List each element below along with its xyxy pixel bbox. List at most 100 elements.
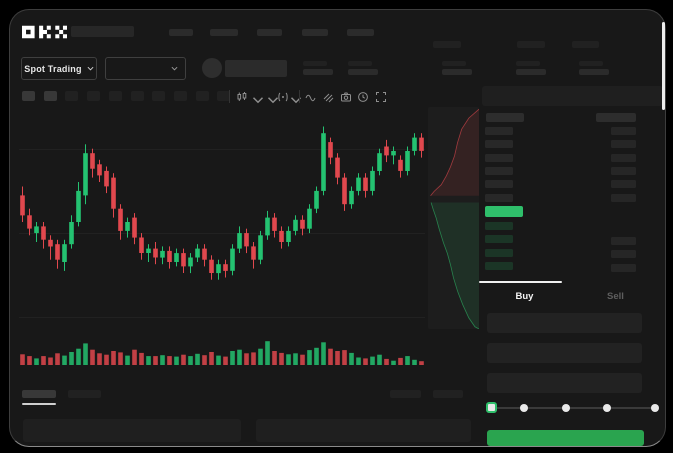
- chevron-down-icon[interactable]: [267, 94, 279, 106]
- bid-amount-row[interactable]: [611, 250, 636, 259]
- orderbook-amount-header: [596, 113, 636, 122]
- chevron-down-icon[interactable]: [252, 94, 264, 106]
- slider-handle[interactable]: [486, 402, 497, 413]
- indicator-wave-icon[interactable]: [305, 91, 317, 103]
- active-tab-underline: [479, 281, 562, 283]
- bid-amount-row[interactable]: [611, 237, 636, 245]
- candlestick-chart[interactable]: [19, 111, 425, 333]
- ask-amount-row[interactable]: [611, 193, 636, 202]
- total-input[interactable]: [487, 373, 642, 393]
- search-input[interactable]: [71, 26, 134, 37]
- compare-layers-icon[interactable]: [322, 91, 334, 103]
- tab-buy[interactable]: Buy: [515, 290, 534, 302]
- tab-sell[interactable]: Sell: [607, 290, 624, 302]
- pair-name-placeholder: [225, 60, 287, 77]
- orderbook-toolbar-strip: [482, 86, 663, 106]
- ask-amount-row[interactable]: [611, 127, 636, 135]
- stat-value: [516, 69, 546, 75]
- volume-bars: [20, 341, 424, 365]
- clock-icon[interactable]: [357, 91, 369, 103]
- ask-price-row[interactable]: [485, 193, 513, 202]
- bid-price-row[interactable]: [485, 248, 513, 257]
- divider: [299, 90, 300, 103]
- nav-item[interactable]: [169, 29, 193, 36]
- stat-label: [442, 61, 466, 66]
- bottom-panel-left[interactable]: [23, 419, 241, 442]
- amount-input[interactable]: [487, 343, 642, 363]
- ask-price-row[interactable]: [485, 153, 513, 162]
- divider: [229, 90, 230, 103]
- bottom-tab[interactable]: [68, 390, 101, 398]
- slider-stop[interactable]: [562, 404, 570, 412]
- nav-item-right[interactable]: [572, 41, 599, 48]
- bottom-tab-active[interactable]: [22, 390, 56, 398]
- stat-value: [303, 69, 333, 75]
- gridline: [19, 317, 425, 318]
- nav-item[interactable]: [347, 29, 374, 36]
- bottom-panel-right[interactable]: [256, 419, 471, 442]
- timeframe-chip[interactable]: [65, 91, 79, 101]
- slider-stop[interactable]: [603, 404, 611, 412]
- timeframe-chip[interactable]: [22, 91, 35, 101]
- coin-avatar: [202, 58, 222, 78]
- nav-item[interactable]: [302, 29, 328, 36]
- ask-price-row[interactable]: [485, 140, 513, 149]
- nav-item[interactable]: [257, 29, 282, 36]
- gridline: [19, 233, 425, 234]
- chevron-down-icon: [171, 65, 178, 72]
- percent-slider-track[interactable]: [491, 407, 657, 409]
- bezel-highlight: [662, 22, 665, 110]
- last-price-badge: [485, 206, 523, 217]
- depth-chart: [428, 107, 479, 329]
- stat-label: [579, 61, 603, 66]
- slider-stop[interactable]: [651, 404, 659, 412]
- orderbook-price-header: [486, 113, 524, 122]
- timeframe-chip[interactable]: [87, 91, 101, 101]
- bid-price-row[interactable]: [485, 235, 513, 244]
- stat-label: [303, 61, 327, 66]
- timeframe-chip[interactable]: [130, 91, 144, 101]
- chevron-down-icon: [87, 65, 94, 72]
- ask-price-row[interactable]: [485, 166, 513, 175]
- app-window: Spot Trading: [9, 9, 666, 447]
- gridline: [19, 149, 425, 150]
- timeframe-chip[interactable]: [152, 91, 166, 101]
- stat-value: [579, 69, 609, 75]
- nav-item-right[interactable]: [517, 41, 545, 48]
- ask-amount-row[interactable]: [611, 140, 636, 149]
- ask-price-row[interactable]: [485, 127, 513, 135]
- buy-submit-button[interactable]: [487, 430, 644, 446]
- timeframe-chip[interactable]: [173, 91, 187, 101]
- timeframe-chip[interactable]: [43, 91, 57, 101]
- candle-style-icon[interactable]: [236, 91, 248, 103]
- okx-logo[interactable]: [22, 25, 67, 39]
- bottom-action[interactable]: [433, 390, 463, 398]
- interval-icon[interactable]: [277, 91, 289, 103]
- timeframe-chip[interactable]: [195, 91, 209, 101]
- pair-selector-dropdown[interactable]: [105, 57, 186, 80]
- bottom-action[interactable]: [390, 390, 421, 398]
- market-type-dropdown[interactable]: Spot Trading: [21, 57, 97, 80]
- price-input[interactable]: [487, 313, 642, 333]
- camera-icon[interactable]: [340, 91, 352, 103]
- bid-amount-row[interactable]: [611, 263, 636, 272]
- nav-item-right[interactable]: [433, 41, 461, 48]
- timeframe-chip[interactable]: [217, 91, 231, 101]
- market-type-label: Spot Trading: [24, 63, 82, 74]
- ask-amount-row[interactable]: [611, 153, 636, 162]
- nav-item[interactable]: [210, 29, 238, 36]
- bottom-tab-underline: [22, 403, 56, 405]
- chevron-down-icon[interactable]: [290, 94, 302, 106]
- ask-price-row[interactable]: [485, 180, 513, 189]
- timeframe-chip[interactable]: [108, 91, 122, 101]
- bid-price-row[interactable]: [485, 261, 513, 270]
- stat-value: [442, 69, 472, 75]
- ask-amount-row[interactable]: [611, 166, 636, 175]
- fullscreen-icon[interactable]: [375, 91, 387, 103]
- stat-value: [348, 69, 378, 75]
- bid-price-row[interactable]: [485, 222, 513, 230]
- stat-label: [348, 61, 372, 66]
- ask-amount-row[interactable]: [611, 180, 636, 189]
- slider-stop[interactable]: [520, 404, 528, 412]
